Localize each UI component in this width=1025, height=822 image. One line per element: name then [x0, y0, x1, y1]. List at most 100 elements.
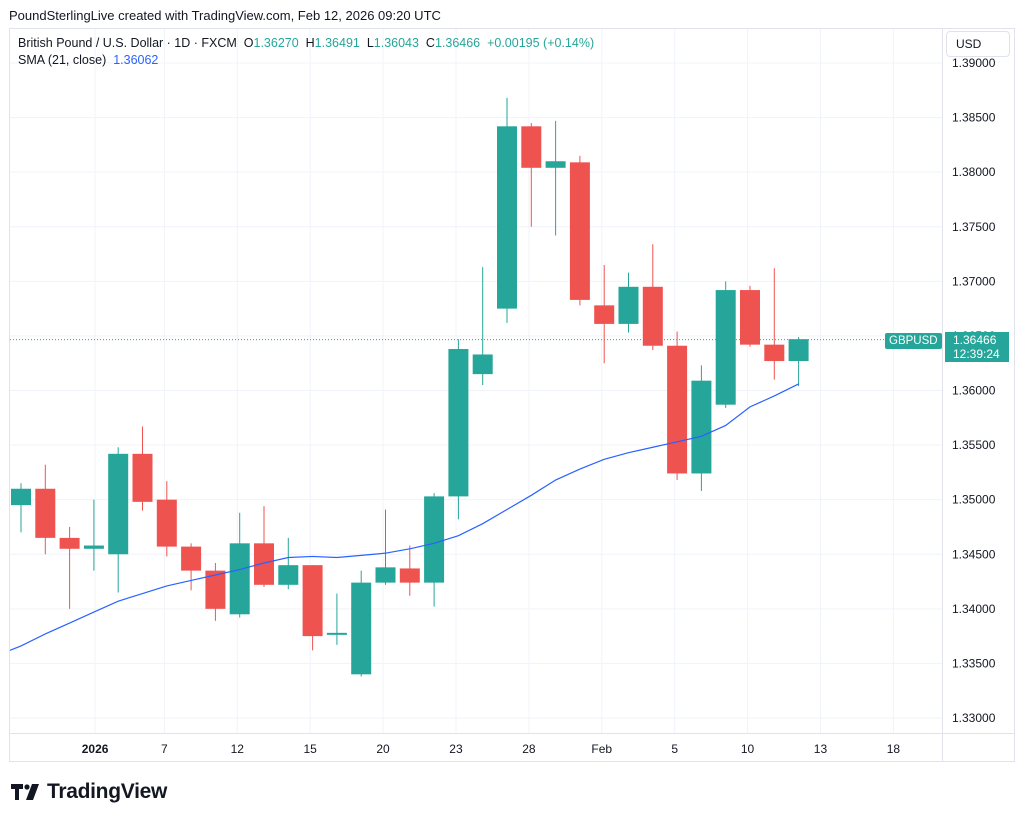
- candle-body: [205, 570, 226, 609]
- close-value: 1.36466: [434, 36, 481, 50]
- candle-body: [302, 565, 323, 637]
- x-tick-label: 12: [231, 742, 245, 756]
- candle: [35, 464, 56, 555]
- candle: [351, 570, 372, 677]
- candle-body: [181, 546, 202, 571]
- y-tick-label: 1.35500: [952, 438, 996, 452]
- candle-body: [399, 568, 420, 583]
- y-tick-label: 1.37500: [952, 220, 996, 234]
- x-tick-label: 20: [376, 742, 390, 756]
- candle: [764, 268, 785, 380]
- symbol-title[interactable]: British Pound / U.S. Dollar · 1D · FXCM: [18, 36, 237, 50]
- candle: [424, 493, 445, 607]
- candle-body: [642, 286, 663, 346]
- candle: [278, 537, 299, 590]
- y-axis: 1.33000 1.33500 1.34000 1.34500 1.35000 1.355…: [942, 29, 996, 762]
- candle-body: [764, 344, 785, 362]
- candle: [326, 593, 347, 645]
- candle: [740, 285, 760, 347]
- candle: [691, 365, 712, 491]
- candle-body: [351, 582, 372, 675]
- x-axis: 2026 7 12 15 20 23 28 Feb 5 10 13 18: [10, 733, 1014, 756]
- open-label: O: [243, 36, 254, 50]
- candle-body: [569, 162, 590, 300]
- candle-body: [132, 453, 153, 502]
- candle-body: [156, 499, 177, 547]
- y-tick-label: 1.33000: [952, 711, 996, 725]
- candle-body: [108, 453, 129, 555]
- x-tick-label: 7: [161, 742, 168, 756]
- high-label: H: [305, 36, 315, 50]
- candle: [375, 509, 396, 585]
- candle-body: [35, 488, 56, 538]
- candle-body: [788, 339, 809, 362]
- candle: [181, 543, 202, 591]
- candle-body: [618, 286, 639, 324]
- candle: [156, 481, 177, 557]
- candle-body: [521, 126, 542, 168]
- sma-label[interactable]: SMA (21, close): [18, 53, 107, 67]
- low-value: 1.36043: [373, 36, 419, 50]
- symbol-legend[interactable]: British Pound / U.S. Dollar · 1D · FXCM …: [18, 36, 594, 50]
- candle: [521, 123, 542, 227]
- candle: [472, 267, 493, 386]
- candle: [618, 272, 639, 333]
- attribution-text: PoundSterlingLive created with TradingVi…: [9, 8, 441, 23]
- candle-body: [740, 290, 760, 345]
- candle: [642, 244, 663, 351]
- low-label: L: [366, 36, 374, 50]
- candle: [108, 447, 129, 593]
- x-tick-label: 18: [887, 742, 901, 756]
- candle: [497, 97, 517, 323]
- y-tick-label: 1.33500: [952, 656, 996, 670]
- candle: [594, 264, 615, 364]
- candle: [132, 426, 153, 511]
- sma-line: [9, 339, 885, 651]
- currency-button[interactable]: USD: [946, 31, 1010, 57]
- bar-countdown: 12:39:24: [953, 347, 1000, 361]
- candle: [229, 512, 250, 618]
- candle: [448, 339, 469, 520]
- candle: [715, 281, 736, 408]
- candle: [788, 337, 809, 387]
- x-tick-label: 5: [671, 742, 678, 756]
- candle: [83, 499, 104, 571]
- y-tick-label: 1.34500: [952, 547, 996, 561]
- candle: [545, 120, 566, 236]
- sma-value: 1.36062: [113, 53, 159, 67]
- candle: [205, 562, 226, 621]
- x-tick-label: 23: [449, 742, 463, 756]
- x-tick-label: 10: [741, 742, 755, 756]
- candle-body: [229, 543, 250, 615]
- last-price-value: 1.36466: [953, 333, 997, 347]
- brand-name: TradingView: [47, 780, 168, 803]
- candle-body: [545, 161, 566, 168]
- sma-path: [9, 383, 799, 651]
- candle: [59, 526, 80, 609]
- candle-body: [11, 488, 31, 506]
- chart-frame: [9, 28, 1015, 762]
- candle-body: [59, 537, 80, 549]
- y-tick-label: 1.36000: [952, 384, 996, 398]
- candle-body: [472, 354, 493, 375]
- close-label: C: [425, 36, 435, 50]
- candle-body: [691, 380, 712, 474]
- candle-body: [667, 345, 688, 474]
- sma-legend[interactable]: SMA (21, close) 1.36062: [18, 53, 158, 67]
- candle: [569, 155, 590, 306]
- y-tick-label: 1.37000: [952, 274, 996, 288]
- candle: [302, 565, 323, 651]
- candle-body: [715, 290, 736, 405]
- candle-body: [278, 565, 299, 585]
- y-tick-label: 1.39000: [952, 56, 996, 70]
- candle-body: [448, 349, 469, 497]
- y-tick-label: 1.34000: [952, 602, 996, 616]
- candle: [399, 545, 420, 596]
- candle: [254, 506, 274, 587]
- x-tick-label: 13: [814, 742, 828, 756]
- candles: [11, 97, 809, 677]
- footer-logo[interactable]: TradingView: [11, 780, 167, 804]
- grid: [10, 29, 942, 733]
- candle-body: [424, 496, 445, 583]
